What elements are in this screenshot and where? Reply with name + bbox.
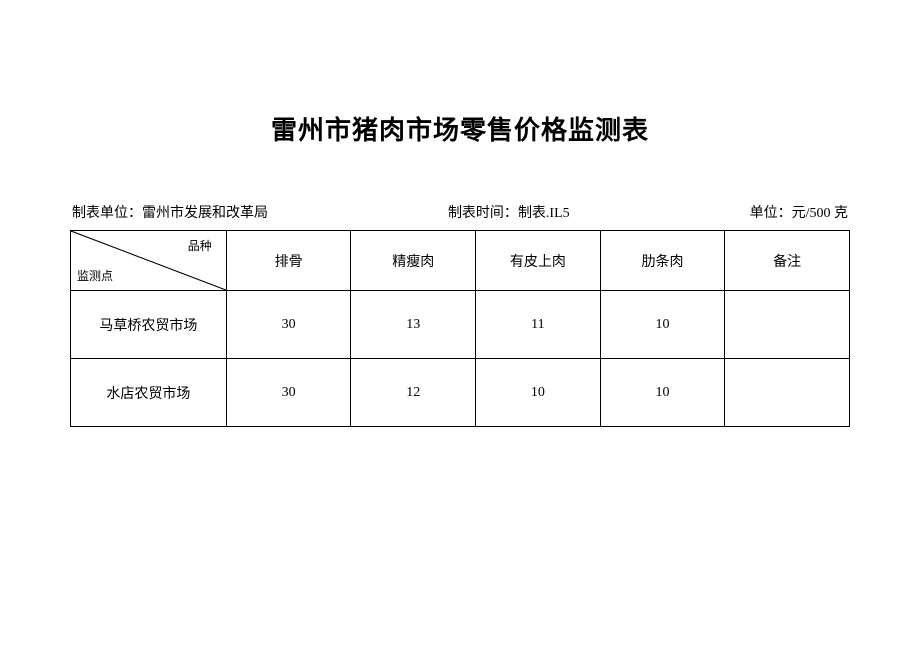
column-header: 排骨 (226, 231, 351, 291)
table-cell: 30 (226, 291, 351, 359)
table-cell: 30 (226, 359, 351, 427)
table-cell: 13 (351, 291, 476, 359)
table-row: 马草桥农贸市场 30 13 11 10 (71, 291, 850, 359)
price-table: 品种 监测点 排骨 精瘦肉 有皮上肉 肋条肉 备注 马草桥农贸市场 30 13 … (70, 230, 850, 427)
diag-bottom-label: 监测点 (77, 267, 113, 284)
meta-time-label: 制表时间： (448, 206, 518, 221)
meta-row: 制表单位：雷州市发展和改革局 制表时间：制表.IL5 单位：元/500 克 (70, 202, 850, 222)
table-header-row: 品种 监测点 排骨 精瘦肉 有皮上肉 肋条肉 备注 (71, 231, 850, 291)
table-cell (725, 291, 850, 359)
diagonal-header-cell: 品种 监测点 (71, 231, 227, 291)
table-cell (725, 359, 850, 427)
table-row: 水店农贸市场 30 12 10 10 (71, 359, 850, 427)
meta-time-value: 制表.IL5 (518, 206, 570, 221)
table-cell: 10 (600, 291, 725, 359)
table-cell: 10 (476, 359, 601, 427)
page-title: 雷州市猪肉市场零售价格监测表 (70, 110, 850, 147)
column-header: 有皮上肉 (476, 231, 601, 291)
column-header: 精瘦肉 (351, 231, 476, 291)
row-label: 马草桥农贸市场 (71, 291, 227, 359)
meta-org-label: 制表单位： (72, 206, 142, 221)
table-cell: 11 (476, 291, 601, 359)
table-cell: 10 (600, 359, 725, 427)
meta-unit: 单位：元/500 克 (750, 202, 848, 222)
column-header: 备注 (725, 231, 850, 291)
row-label: 水店农贸市场 (71, 359, 227, 427)
table-cell: 12 (351, 359, 476, 427)
meta-unit-value: 元/500 克 (792, 206, 848, 221)
column-header: 肋条肉 (600, 231, 725, 291)
meta-unit-label: 单位： (750, 206, 792, 221)
meta-org: 制表单位：雷州市发展和改革局 (72, 202, 268, 222)
diag-top-label: 品种 (188, 237, 212, 254)
meta-org-value: 雷州市发展和改革局 (142, 206, 268, 221)
document-container: 雷州市猪肉市场零售价格监测表 制表单位：雷州市发展和改革局 制表时间：制表.IL… (0, 0, 920, 427)
meta-time: 制表时间：制表.IL5 (448, 202, 570, 222)
